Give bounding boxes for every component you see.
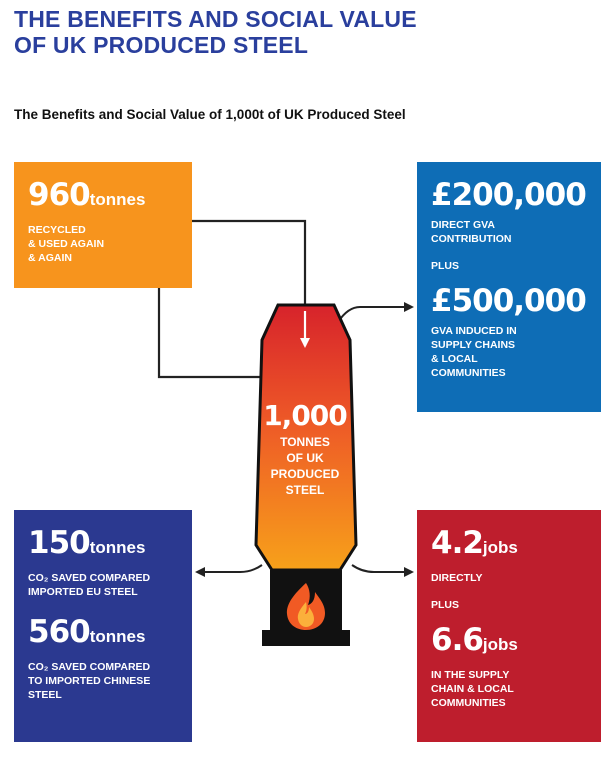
co2-box: 150tonnes CO₂ SAVED COMPARED IMPORTED EU… (14, 510, 192, 742)
gva-direct-description: DIRECT GVA CONTRIBUTION (431, 218, 587, 246)
jobs-supply-figure: 6.6jobs (431, 623, 587, 662)
jobs-supply-value: 6.6 (431, 622, 484, 658)
co2-cn-description: CO₂ SAVED COMPARED TO IMPORTED CHINESE S… (28, 660, 178, 702)
furnace-line-4: STEEL (285, 483, 325, 497)
gva-direct-value: £200,000 (431, 177, 587, 213)
gva-induced-line-1: GVA INDUCED IN (431, 325, 517, 337)
arrow-to-co2 (195, 564, 263, 577)
furnace-value: 1,000 (263, 399, 348, 432)
title-line-2: OF UK PRODUCED STEEL (14, 32, 309, 58)
co2-eu-line-2: IMPORTED EU STEEL (28, 586, 138, 598)
furnace-line-2: OF UK (286, 451, 324, 465)
recycled-line-1: RECYCLED (28, 224, 86, 236)
co2-cn-value: 560 (28, 614, 91, 650)
jobs-direct-description: DIRECTLY (431, 572, 483, 584)
flame-icon (286, 583, 325, 630)
co2-cn-unit: tonnes (89, 627, 146, 646)
jobs-supply-description: IN THE SUPPLY CHAIN & LOCAL COMMUNITIES (431, 668, 587, 710)
recycled-value: 960 (28, 177, 91, 213)
jobs-supply-unit: jobs (482, 635, 518, 654)
co2-cn-line-2: TO IMPORTED CHINESE (28, 675, 151, 687)
furnace-line-3: PRODUCED (270, 467, 340, 481)
gva-direct-line-2: CONTRIBUTION (431, 233, 512, 245)
gva-plus-label: PLUS (431, 260, 460, 272)
jobs-supply-line-3: COMMUNITIES (431, 697, 506, 709)
recycled-line-3: & AGAIN (28, 252, 72, 264)
co2-cn-line-3: STEEL (28, 689, 62, 701)
page-subtitle: The Benefits and Social Value of 1,000t … (14, 107, 406, 122)
gva-induced-line-3: & LOCAL (431, 353, 478, 365)
co2-eu-line-1: CO₂ SAVED COMPARED (28, 572, 151, 584)
co2-eu-value: 150 (28, 525, 91, 561)
gva-induced-value: £500,000 (431, 283, 587, 319)
gva-induced-description: GVA INDUCED IN SUPPLY CHAINS & LOCAL COM… (431, 324, 587, 380)
gva-box: £200,000 DIRECT GVA CONTRIBUTION PLUS £5… (417, 162, 601, 412)
jobs-supply-line-2: CHAIN & LOCAL (431, 683, 514, 695)
jobs-supply-line-1: IN THE SUPPLY (431, 669, 510, 681)
gva-induced-line-4: COMMUNITIES (431, 367, 506, 379)
arrow-to-gva (337, 302, 414, 323)
jobs-direct-figure: 4.2jobs (431, 526, 587, 565)
furnace-description: TONNES OF UK PRODUCED STEEL (246, 434, 364, 498)
recycled-box: 960tonnes RECYCLED & USED AGAIN & AGAIN (14, 162, 192, 288)
furnace-plinth (262, 630, 350, 646)
co2-eu-figure: 150tonnes (28, 526, 178, 565)
jobs-direct-unit: jobs (482, 538, 518, 557)
title-line-1: THE BENEFITS AND SOCIAL VALUE (14, 6, 417, 32)
furnace-line-1: TONNES (280, 435, 330, 449)
furnace-label: 1,000 TONNES OF UK PRODUCED STEEL (246, 400, 364, 498)
jobs-box: 4.2jobs DIRECTLY PLUS 6.6jobs IN THE SUP… (417, 510, 601, 742)
arrow-to-jobs (351, 564, 414, 577)
recycled-figure: 960tonnes (28, 178, 178, 217)
recycled-description: RECYCLED & USED AGAIN & AGAIN (28, 223, 178, 265)
gva-direct-line-1: DIRECT GVA (431, 219, 495, 231)
co2-cn-line-1: CO₂ SAVED COMPARED (28, 661, 151, 673)
loop-arrow-up (154, 264, 263, 379)
jobs-direct-value: 4.2 (431, 525, 484, 561)
recycled-line-2: & USED AGAIN (28, 238, 105, 250)
co2-eu-description: CO₂ SAVED COMPARED IMPORTED EU STEEL (28, 571, 178, 599)
page-title: THE BENEFITS AND SOCIAL VALUE OF UK PROD… (14, 6, 574, 58)
recycled-unit: tonnes (89, 190, 146, 209)
loop-arrow-in (192, 219, 307, 342)
co2-eu-unit: tonnes (89, 538, 146, 557)
jobs-plus-label: PLUS (431, 599, 460, 611)
gva-induced-line-2: SUPPLY CHAINS (431, 339, 516, 351)
co2-cn-figure: 560tonnes (28, 615, 178, 654)
